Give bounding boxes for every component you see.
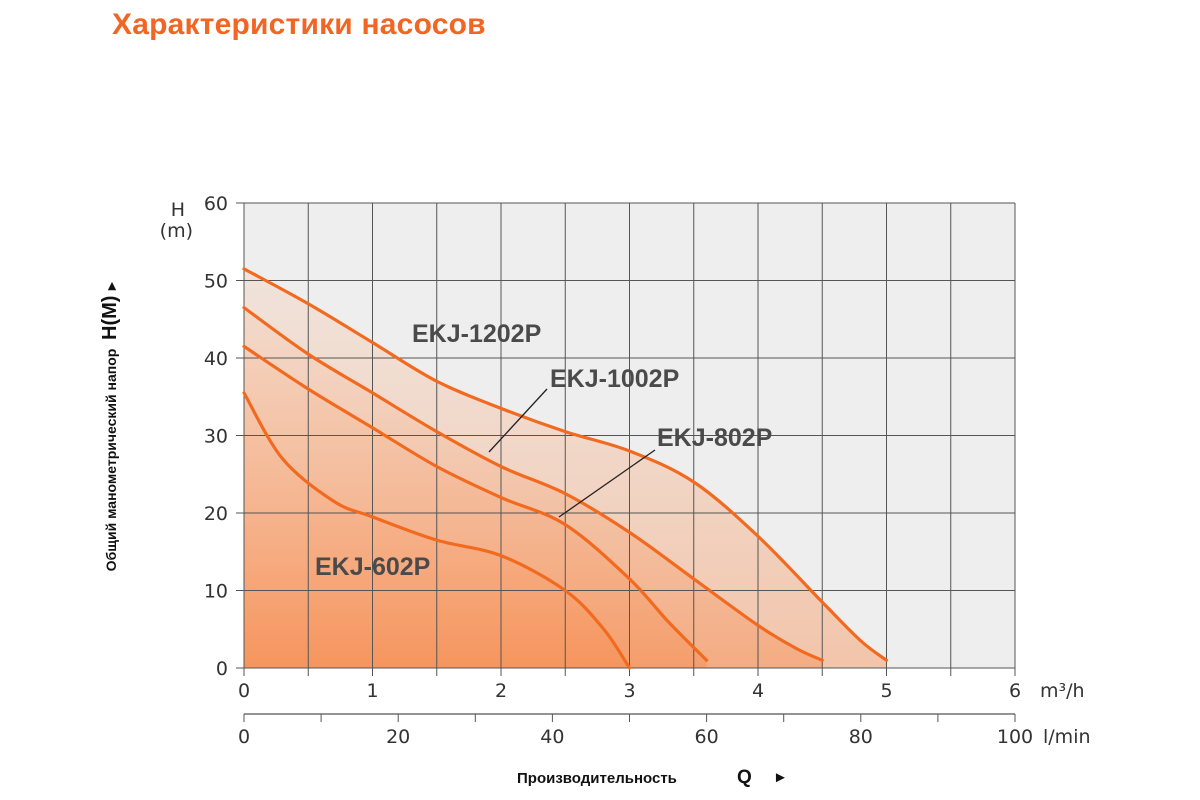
series-label-ekj-802p: EKJ-802P (657, 424, 772, 452)
grid-lines (236, 202, 1016, 722)
x-tick-label: 0 (238, 680, 250, 702)
x-axis-label: Производительность (517, 770, 677, 787)
y-tick-label: 40 (204, 348, 228, 370)
series-label-ekj-1002p: EKJ-1002P (550, 365, 679, 393)
series-label-ekj-1202p: EKJ-1202P (412, 320, 541, 348)
secondary-tick-label: 60 (695, 726, 719, 748)
x-unit-secondary: l/min (1043, 726, 1091, 748)
y-tick-label: 0 (216, 658, 228, 680)
y-unit-h: H (171, 199, 185, 221)
curve-ekj-802p (242, 344, 709, 662)
x-tick-label: 4 (752, 680, 764, 702)
x-tick-label: 3 (623, 680, 635, 702)
y-tick-label: 50 (204, 271, 228, 293)
x-tick-label: 1 (366, 680, 378, 702)
page-title: Характеристики насосов (112, 8, 486, 41)
y-axis-arrow: ► (103, 279, 119, 293)
y-unit-m: (m) (160, 220, 193, 242)
series-label-ekj-602p: EKJ-602P (315, 553, 430, 581)
secondary-tick-label: 40 (540, 726, 564, 748)
curve-ekj-1202p (242, 267, 889, 662)
curve-ekj-1002p (242, 306, 824, 662)
x-axis-symbol: Q (737, 767, 752, 788)
x-tick-label: 5 (880, 680, 892, 702)
x-tick-label: 2 (495, 680, 507, 702)
y-tick-label: 20 (204, 503, 228, 525)
secondary-tick-label: 20 (386, 726, 410, 748)
leader-ekj-802p (558, 449, 656, 518)
label-leaders (488, 388, 656, 518)
leader-ekj-1002p (488, 388, 548, 453)
x-tick-label: 6 (1009, 680, 1021, 702)
y-tick-label: 10 (204, 581, 228, 603)
series-labels: EKJ-1202P EKJ-1002P EKJ-802P EKJ-602P (315, 320, 772, 581)
secondary-tick-label: 100 (997, 726, 1033, 748)
y-axis-title: Общий манометрический напор H(M) ► (99, 279, 121, 571)
y-tick-label: 30 (204, 426, 228, 448)
secondary-tick-label: 80 (849, 726, 873, 748)
series-curves (242, 267, 889, 670)
secondary-tick-label: 0 (238, 726, 250, 748)
x-axis-arrow: ► (773, 769, 788, 786)
y-axis-label: Общий манометрический напор (103, 349, 119, 572)
axis-labels: H(m) m³/h l/min Общий манометрический напор… (99, 199, 1091, 788)
area-3 (244, 392, 630, 668)
x-unit-primary: m³/h (1040, 680, 1085, 702)
y-tick-label: 60 (204, 193, 228, 215)
curve-ekj-602p (242, 391, 632, 670)
y-axis-symbol: H(M) (99, 296, 121, 340)
